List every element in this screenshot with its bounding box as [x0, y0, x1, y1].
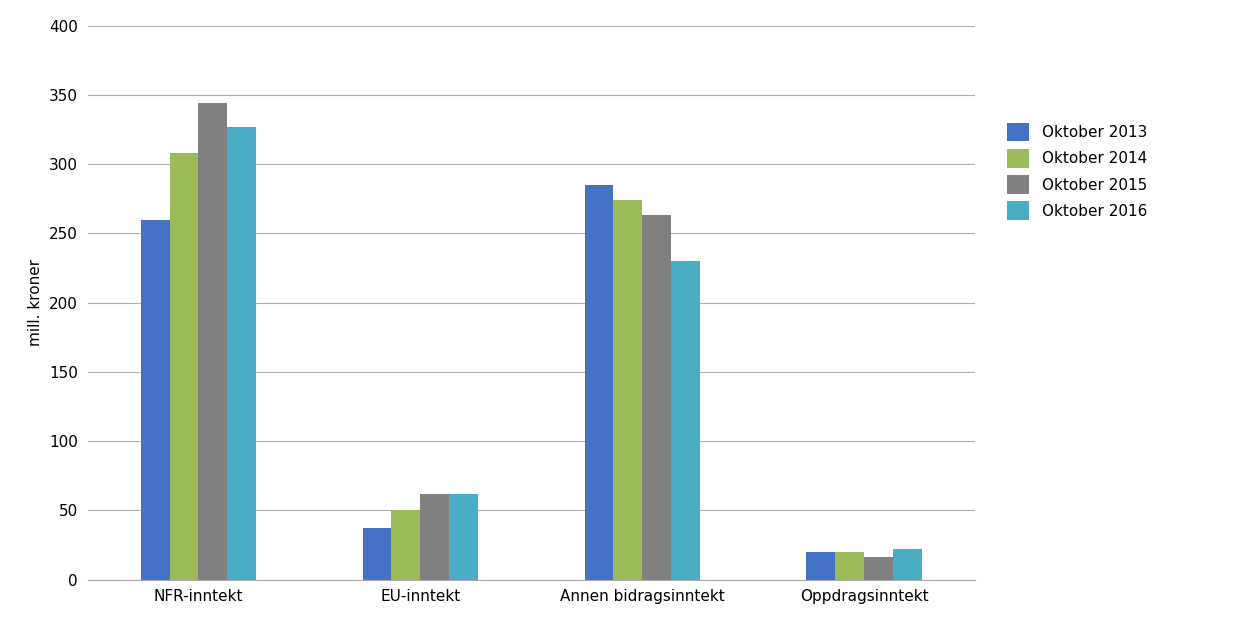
Bar	[614, 200, 642, 580]
Bar	[420, 494, 449, 580]
Bar	[806, 552, 835, 580]
Bar	[228, 127, 256, 580]
Bar	[864, 558, 892, 580]
Bar	[449, 494, 478, 580]
Bar	[835, 552, 864, 580]
Bar	[892, 549, 921, 580]
Y-axis label: mill. kroner: mill. kroner	[29, 259, 44, 346]
Bar	[362, 528, 391, 580]
Bar	[199, 103, 228, 580]
Bar	[141, 220, 170, 580]
Legend: Oktober 2013, Oktober 2014, Oktober 2015, Oktober 2016: Oktober 2013, Oktober 2014, Oktober 2015…	[1000, 117, 1154, 226]
Bar	[170, 153, 199, 580]
Bar	[585, 185, 614, 580]
Bar	[391, 510, 420, 580]
Bar	[671, 261, 700, 580]
Bar	[642, 216, 671, 580]
